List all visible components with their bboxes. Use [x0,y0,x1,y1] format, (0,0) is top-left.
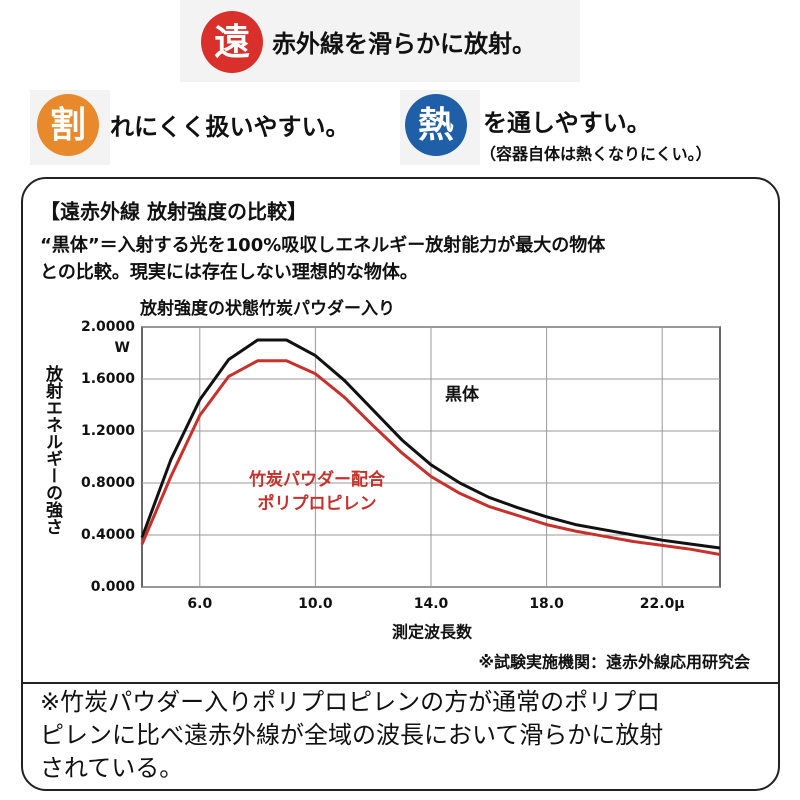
y-tick-label: 0.8000 [81,475,135,491]
feature-subtext: （容器自体は熱くなりにくい。） [480,145,712,164]
x-tick-label: 10.0 [298,596,333,612]
chart-title: 放射強度の状態竹炭パウダー入り [139,298,395,319]
icon-circle [201,11,263,73]
x-tick-label: 14.0 [414,596,449,612]
description: との比較。現実には存在しない理想的な物体。 [40,261,418,283]
icon-text: 熱 [418,105,454,146]
icon-text: 割 [50,105,86,146]
series-label: 黒体 [445,384,480,405]
series-line [140,338,721,550]
box-heading: 【遠赤外線 放射強度の比較】 [40,200,307,224]
note: ※竹炭パウダー入りポリプロピレンの方が通常のポリプロ [40,688,660,716]
y-unit: W [115,340,130,356]
x-axis-label: 測定波長数 [392,623,473,642]
y-tick-label: 0.4000 [81,527,135,543]
x-tick-label: 22.0μ [640,596,685,612]
plot: 0.000 0.4000 0.8000 1.2000 1.6000 2.0000 6.0 10… [81,319,721,612]
y-axis-label: 放射エネルギーの強さ [42,364,64,535]
icon-text: 遠 [214,22,250,63]
note: されている。 [40,754,183,782]
source-note: ※試験実施機関：遠赤外線応用研究会 [478,653,750,672]
x-tick-label: 6.0 [187,596,212,612]
x-tick-label: 18.0 [529,596,564,612]
description: “黒体”＝入射する光を100%吸収しエネルギー放射能力が最大の物体 [40,234,606,256]
series-label: 竹炭パウダー配合 [248,469,386,490]
series-line [140,359,721,556]
y-tick-label: 0.000 [91,579,136,595]
y-tick-label: 1.6000 [81,371,135,387]
y-tick-label: 1.2000 [81,423,135,439]
icon-circle [405,94,467,156]
series-label: ポリプロピレン [258,493,377,514]
feature-text: を通しやすい。 [483,109,651,137]
icon-circle [37,94,99,156]
y-tick-label: 2.0000 [81,319,135,335]
feature-text: 赤外線を滑らかに放射。 [272,30,536,58]
note: ピレンに比べ遠赤外線が全域の波長において滑らかに放射 [40,721,663,749]
feature-text: れにくく扱いやすい。 [110,113,350,141]
